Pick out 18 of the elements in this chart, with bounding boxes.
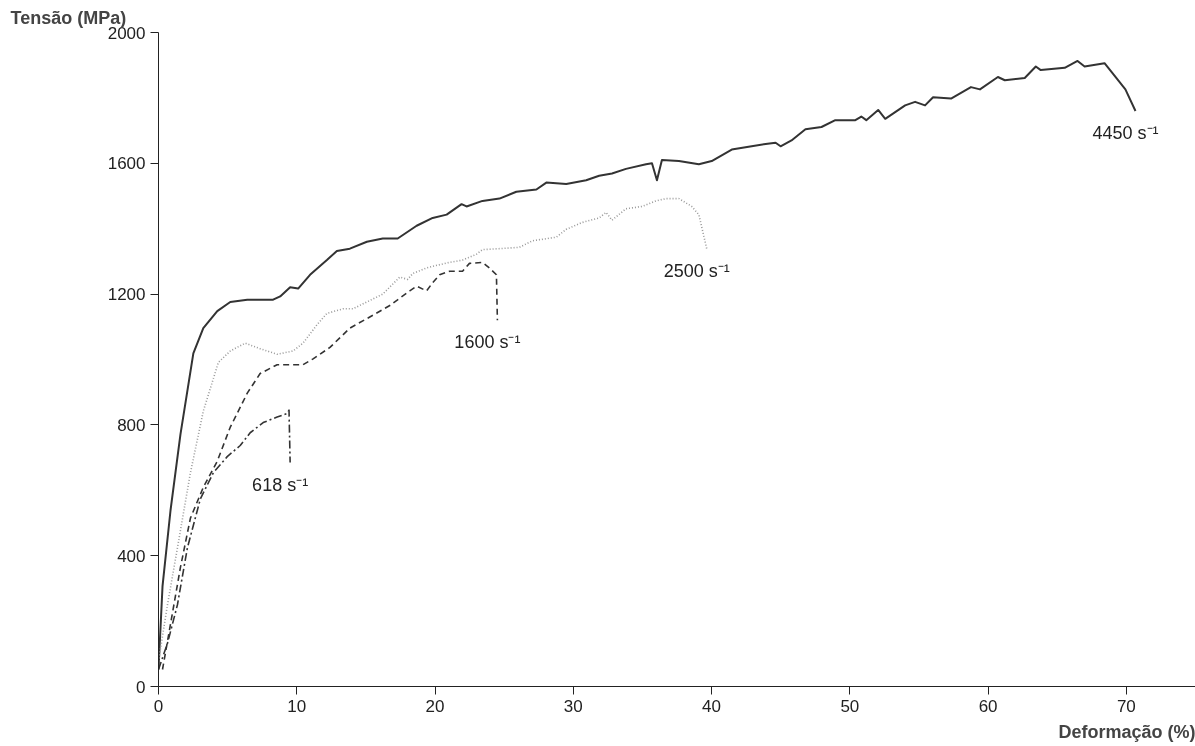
series-label: 2500 s⁻¹: [663, 260, 730, 281]
x-axis-title: Deformação (%): [1058, 721, 1195, 742]
x-tick-label: 10: [287, 696, 307, 716]
y-tick-label: 800: [117, 415, 146, 435]
x-tick-label: 60: [978, 696, 998, 716]
y-tick-label: 1600: [107, 154, 146, 174]
x-tick-label: 30: [563, 696, 583, 716]
x-tick-label: 70: [1116, 696, 1136, 716]
y-tick-label: 0: [136, 677, 146, 697]
x-tick-label: 20: [425, 696, 445, 716]
y-tick-label: 400: [117, 546, 146, 566]
series-label: 618 s⁻¹: [252, 474, 309, 495]
series-label: 1600 s⁻¹: [454, 332, 521, 353]
series-label: 4450 s⁻¹: [1092, 122, 1159, 143]
x-tick-label: 50: [840, 696, 860, 716]
y-tick-label: 1200: [107, 285, 146, 305]
x-tick-label: 0: [153, 696, 164, 716]
x-tick-label: 40: [702, 696, 722, 716]
